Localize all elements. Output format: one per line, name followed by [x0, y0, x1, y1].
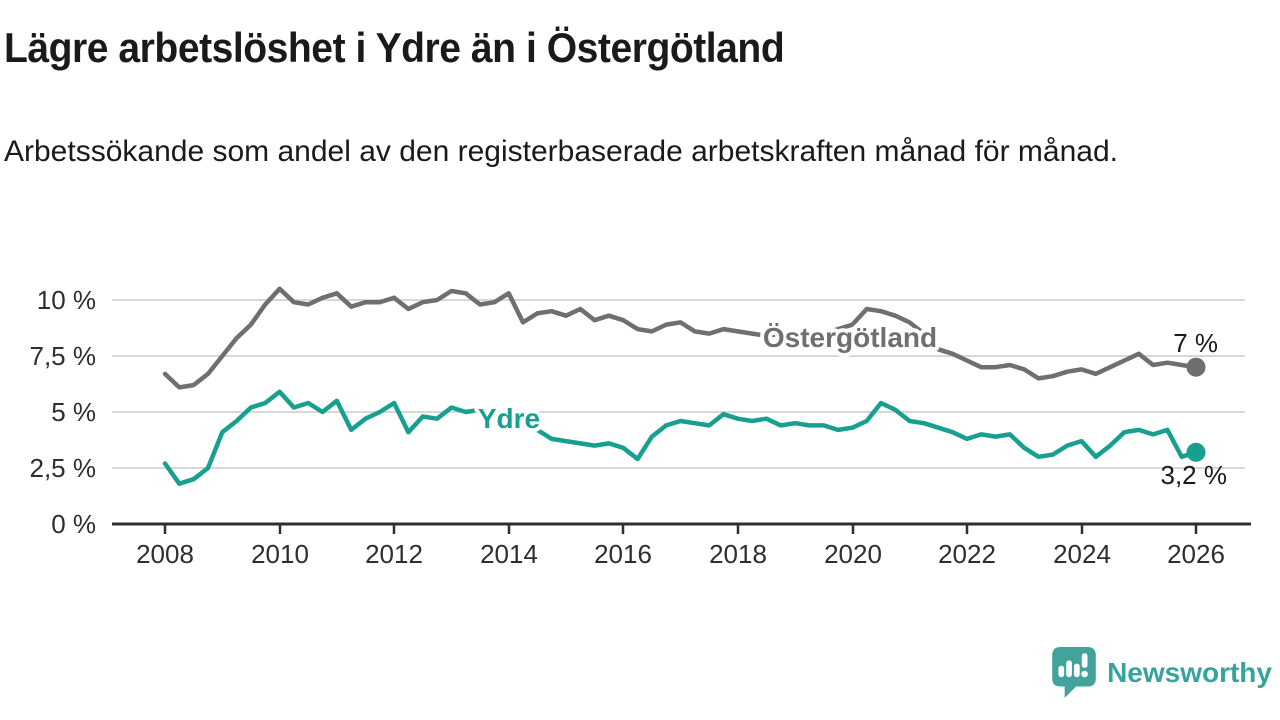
series-line-ostergotland	[162, 286, 1199, 390]
x-tick-label: 2026	[1167, 539, 1225, 569]
x-tick-label: 2022	[938, 539, 996, 569]
y-tick-label: 7,5 %	[30, 341, 97, 371]
series-layer	[162, 286, 1206, 486]
chart-title: Lägre arbetslöshet i Ydre än i Östergötl…	[4, 24, 785, 71]
newsworthy-logo-icon	[1052, 647, 1096, 698]
y-tick-label: 5 %	[51, 397, 96, 427]
gridlines	[112, 299, 1245, 469]
y-tick-label: 2,5 %	[30, 453, 97, 483]
end-value-label-ostergotland: 7 %	[1173, 328, 1218, 358]
series-end-dot-ydre	[1186, 442, 1206, 462]
series-label-ydre: Ydre	[478, 403, 540, 434]
x-tick-label: 2010	[251, 539, 309, 569]
y-tick-label: 0 %	[51, 509, 96, 539]
branding-name: Newsworthy	[1107, 657, 1272, 688]
y-tick-label: 10 %	[37, 285, 96, 315]
series-line-ydre	[162, 389, 1199, 486]
x-tick-label: 2012	[365, 539, 423, 569]
x-axis	[112, 522, 1251, 534]
series-end-dot-ostergotland	[1186, 357, 1206, 377]
x-tick-label: 2018	[709, 539, 767, 569]
x-tick-label: 2016	[594, 539, 652, 569]
series-label-ostergotland: Östergötland	[763, 322, 937, 353]
x-tick-label: 2014	[480, 539, 538, 569]
x-axis-ticks	[163, 524, 1198, 534]
end-value-label-ydre: 3,2 %	[1161, 460, 1228, 490]
x-tick-label: 2020	[824, 539, 882, 569]
x-tick-label: 2024	[1053, 539, 1111, 569]
x-tick-label: 2008	[136, 539, 194, 569]
branding: Newsworthy	[1051, 646, 1272, 700]
chart-subtitle: Arbetssökande som andel av den registerb…	[4, 135, 1118, 168]
